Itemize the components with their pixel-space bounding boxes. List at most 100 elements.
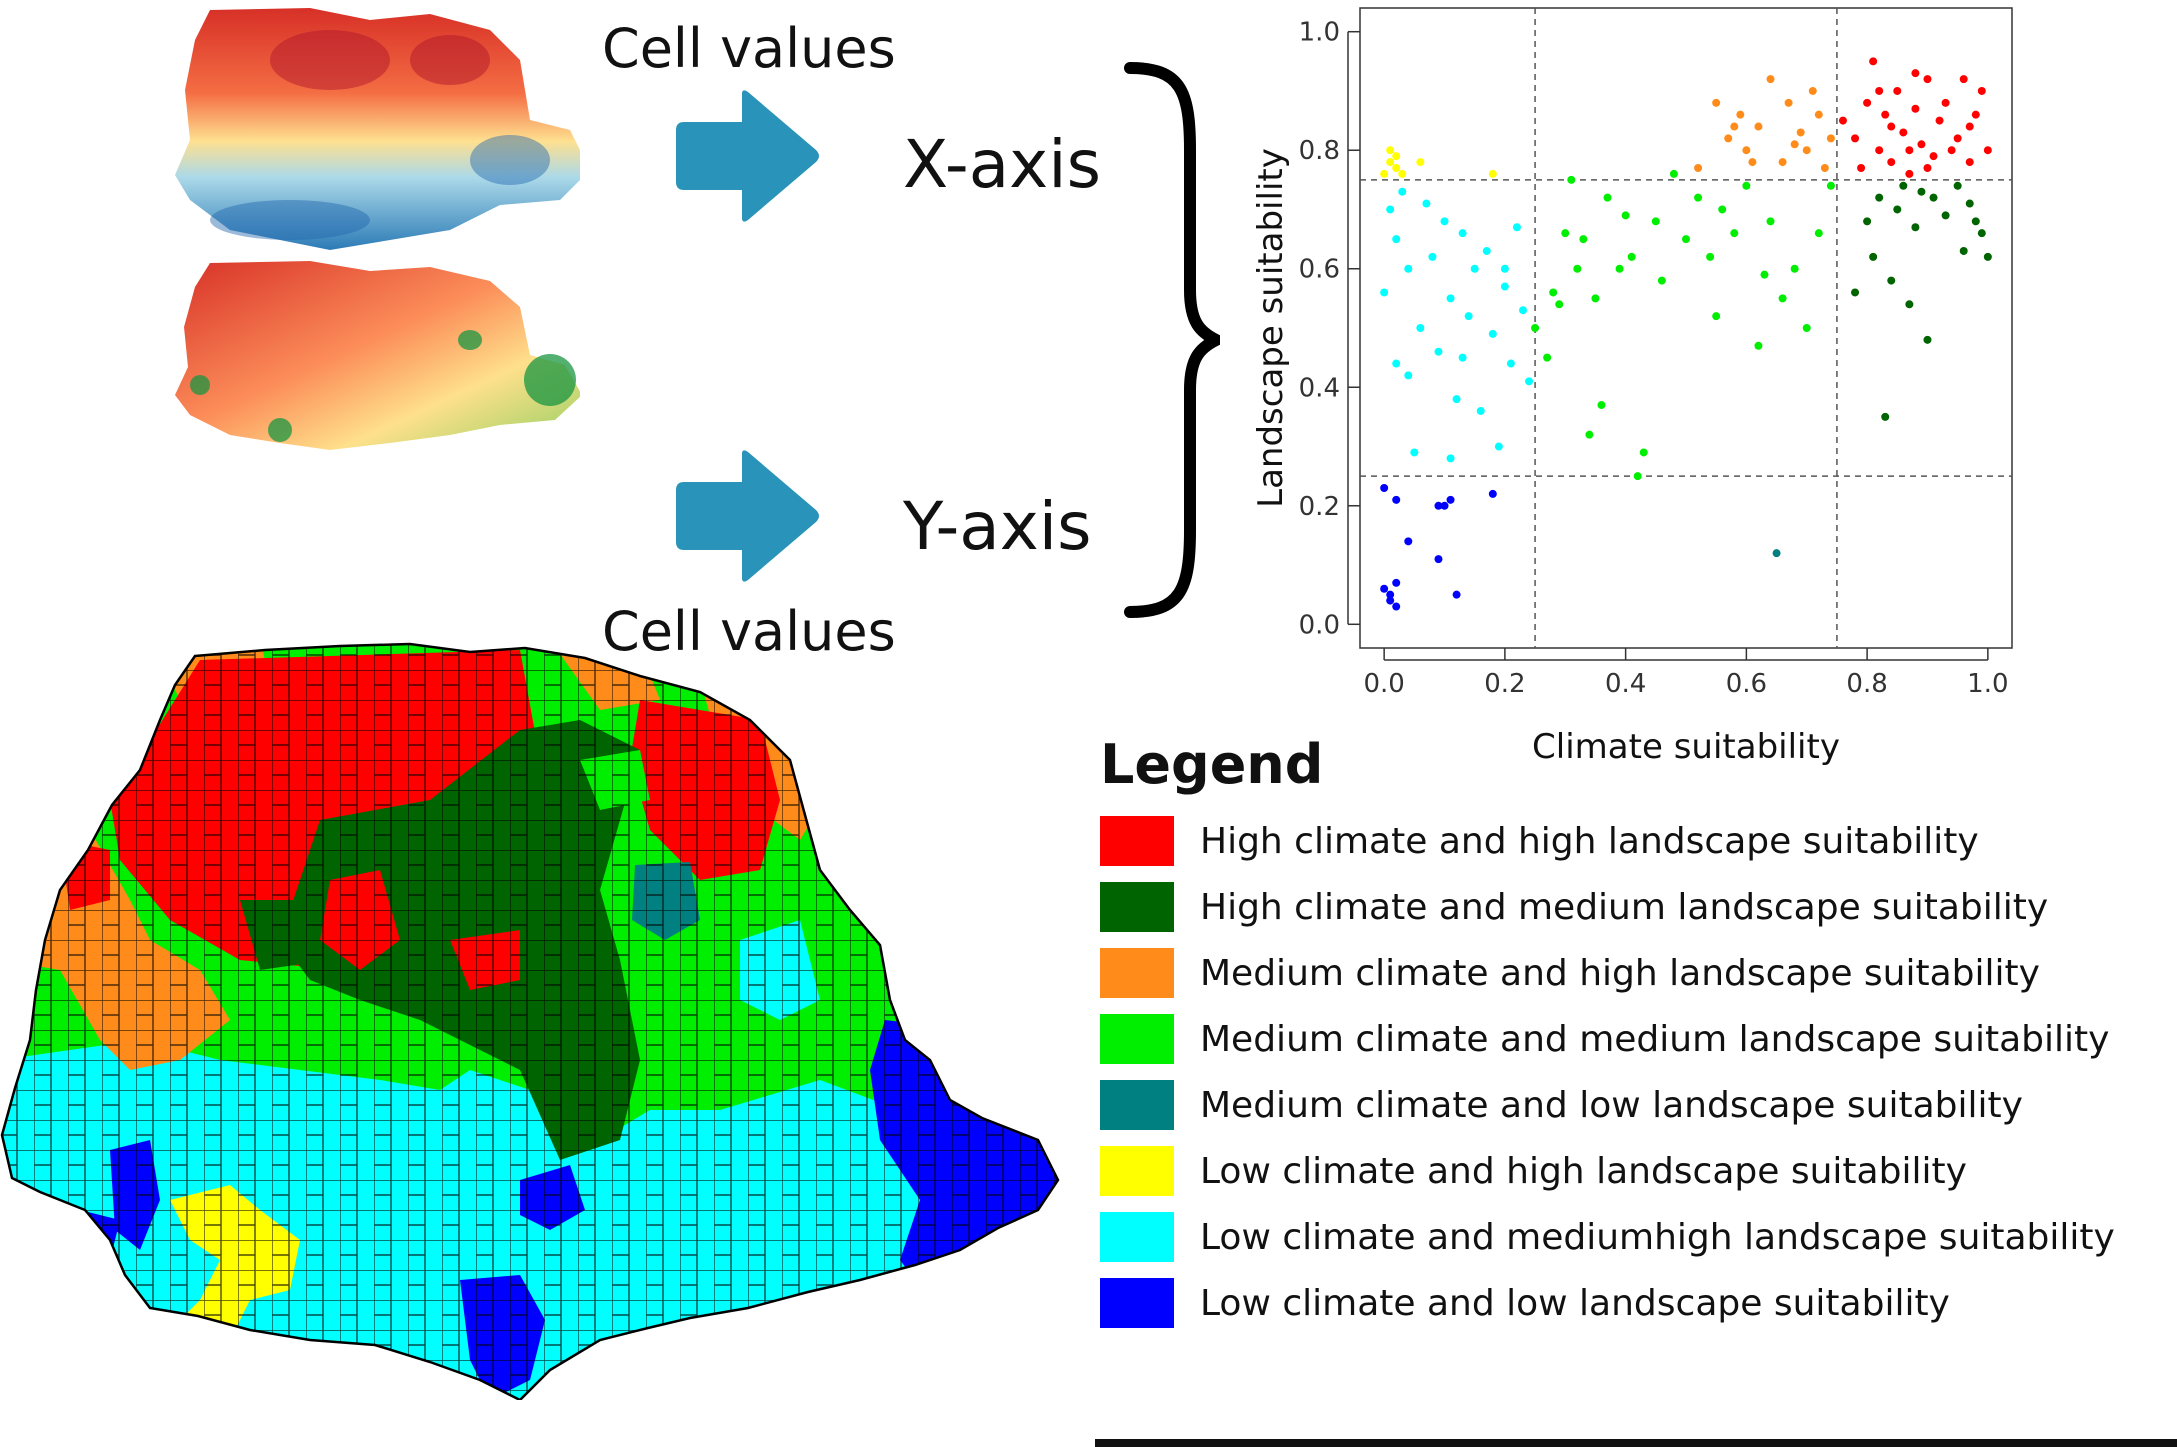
scatter-point xyxy=(1386,596,1395,605)
scatter-point xyxy=(1380,584,1389,593)
scatter-point xyxy=(1869,252,1878,261)
legend-item: High climate and medium landscape suitab… xyxy=(1100,882,2048,932)
classified-suitability-map xyxy=(0,642,1060,1400)
scatter-point xyxy=(1446,454,1455,463)
scatter-point xyxy=(1398,187,1407,196)
scatter-point xyxy=(1917,140,1926,149)
legend-item: Low climate and high landscape suitabili… xyxy=(1100,1146,1967,1196)
scatter-point xyxy=(1531,324,1540,332)
scatter-point xyxy=(1392,602,1401,611)
scatter-point xyxy=(1742,181,1751,190)
scatter-point xyxy=(1657,276,1666,285)
scatter-point xyxy=(1488,489,1497,498)
scatter-point xyxy=(1627,252,1636,261)
scatter-point xyxy=(1766,75,1775,84)
scatter-point xyxy=(1826,134,1835,143)
legend-label: Low climate and high landscape suitabili… xyxy=(1200,1150,1967,1192)
scatter-point xyxy=(1760,270,1769,279)
scatter-point xyxy=(1386,590,1395,599)
scatter-point xyxy=(1555,300,1564,309)
scatter-point xyxy=(1887,276,1896,285)
scatter-point xyxy=(1452,590,1461,599)
y-tick-label: 1.0 xyxy=(1299,18,1340,48)
scatter-point xyxy=(1488,169,1497,178)
scatter-point xyxy=(1863,217,1872,226)
scatter-point xyxy=(1724,134,1733,143)
scatter-point xyxy=(1416,324,1425,332)
scatter-point xyxy=(1573,264,1582,273)
scatter-point xyxy=(1742,146,1751,155)
scatter-point xyxy=(1706,252,1715,261)
scatter-point xyxy=(1543,353,1552,362)
scatter-point xyxy=(1748,158,1757,167)
scatter-point xyxy=(1440,217,1449,226)
scatter-point xyxy=(1591,294,1600,303)
legend-swatch xyxy=(1100,1278,1174,1328)
scatter-point xyxy=(1519,306,1527,315)
scatter-point xyxy=(1404,537,1413,546)
legend-label: Low climate and mediumhigh landscape sui… xyxy=(1200,1216,2115,1258)
cell-values-label-bottom: Cell values xyxy=(602,600,896,663)
legend-swatch xyxy=(1100,882,1174,932)
scatter-point xyxy=(1416,158,1425,167)
y-tick-label: 0.8 xyxy=(1299,136,1340,166)
scatter-chart: 0.0 0.2 0.4 0.6 0.8 1.0 0.0 0.2 0.4 0.6 0.8 1.0 Clim… xyxy=(1251,7,2013,767)
legend-label: Medium climate and medium landscape suit… xyxy=(1200,1018,2110,1060)
scatter-point xyxy=(1911,69,1920,78)
legend-item: Medium climate and low landscape suitabi… xyxy=(1100,1080,2023,1130)
scatter-point xyxy=(1875,193,1884,202)
legend-item: Medium climate and high landscape suitab… xyxy=(1100,948,2040,998)
scatter-point xyxy=(1579,235,1588,244)
scatter-point xyxy=(1386,205,1395,214)
scatter-point xyxy=(1965,199,1974,208)
scatter-point xyxy=(1953,181,1962,190)
scatter-point xyxy=(1820,164,1829,172)
legend-item: Medium climate and medium landscape suit… xyxy=(1100,1014,2109,1064)
scatter-point xyxy=(1434,555,1443,564)
y-axis-label: Y-axis xyxy=(903,488,1092,565)
scatter-point xyxy=(1470,264,1479,273)
scatter-point xyxy=(1893,205,1902,214)
scatter-point xyxy=(1603,193,1612,202)
scatter-point xyxy=(1482,246,1491,255)
plot-frame xyxy=(1359,7,2013,649)
legend-swatch xyxy=(1100,1080,1174,1130)
scatter-point xyxy=(1947,146,1956,155)
scatter-point xyxy=(1887,122,1896,131)
arrow-right-icon xyxy=(676,90,819,222)
scatter-point xyxy=(1863,98,1872,107)
scatter-point xyxy=(1802,146,1811,155)
scatter-point xyxy=(1621,211,1630,220)
scatter-point xyxy=(1476,406,1485,415)
legend-title: Legend xyxy=(1100,733,1324,796)
scatter-point xyxy=(1814,229,1823,238)
divider xyxy=(1095,1439,2177,1447)
scatter-point xyxy=(1651,217,1660,226)
scatter-point xyxy=(1682,235,1690,244)
scatter-point xyxy=(1506,359,1515,368)
scatter-point xyxy=(1392,578,1401,587)
scatter-point xyxy=(1796,128,1805,137)
scatter-point xyxy=(1718,205,1727,214)
scatter-point xyxy=(1712,98,1721,107)
scatter-point xyxy=(1784,98,1793,107)
scatter-point xyxy=(1802,324,1811,332)
cell-values-label-top: Cell values xyxy=(602,17,896,80)
scatter-point xyxy=(1923,75,1932,84)
scatter-point xyxy=(1911,223,1920,232)
scatter-point xyxy=(1923,164,1932,172)
scatter-point xyxy=(1953,134,1962,143)
scatter-point xyxy=(1434,347,1443,356)
x-tick-label: 1.0 xyxy=(1967,669,2008,699)
scatter-point xyxy=(1905,300,1914,309)
scatter-point xyxy=(1494,442,1503,451)
y-tick-label: 0.2 xyxy=(1299,492,1340,522)
scatter-point xyxy=(1458,353,1467,362)
scatter-point xyxy=(1790,264,1799,273)
scatter-point xyxy=(1814,110,1823,119)
scatter-point xyxy=(1887,158,1896,167)
scatter-point xyxy=(1500,282,1509,291)
x-tick-label: 0.0 xyxy=(1363,669,1404,699)
scatter-point xyxy=(1446,294,1455,303)
x-tick-label: 0.6 xyxy=(1726,669,1767,699)
